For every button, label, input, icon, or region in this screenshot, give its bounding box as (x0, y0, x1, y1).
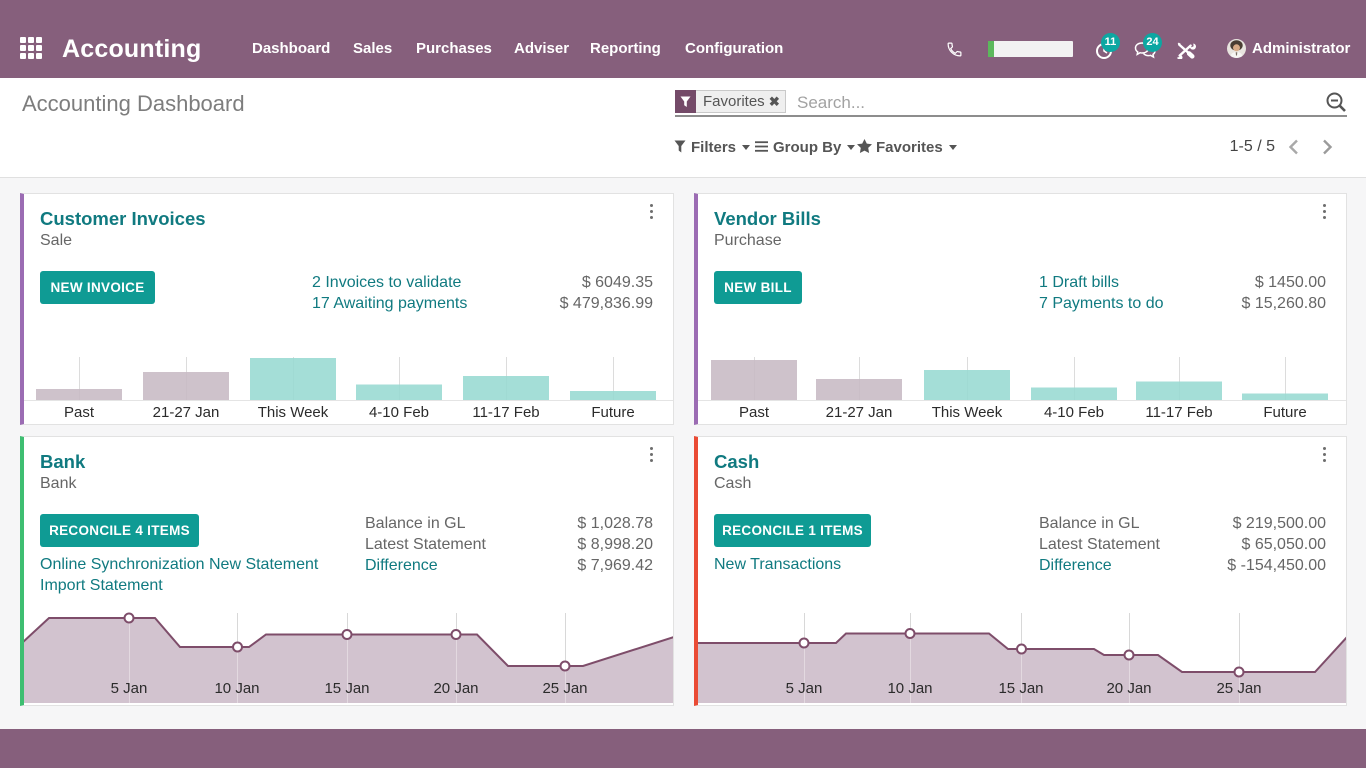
svg-text:5 Jan: 5 Jan (111, 680, 148, 697)
svg-text:5 Jan: 5 Jan (786, 680, 823, 697)
svg-text:21-27 Jan: 21-27 Jan (153, 404, 220, 421)
svg-text:10 Jan: 10 Jan (887, 680, 932, 697)
svg-text:11-17 Feb: 11-17 Feb (1145, 404, 1212, 421)
svg-text:11-17 Feb: 11-17 Feb (472, 404, 539, 421)
svg-text:Future: Future (1263, 404, 1306, 421)
svg-text:This Week: This Week (932, 404, 1003, 421)
svg-text:20 Jan: 20 Jan (433, 680, 478, 697)
svg-text:4-10 Feb: 4-10 Feb (369, 404, 429, 421)
svg-text:Past: Past (64, 404, 95, 421)
svg-text:10 Jan: 10 Jan (214, 680, 259, 697)
svg-text:Future: Future (591, 404, 634, 421)
svg-text:25 Jan: 25 Jan (542, 680, 587, 697)
svg-text:Past: Past (739, 404, 770, 421)
svg-text:15 Jan: 15 Jan (998, 680, 1043, 697)
svg-text:4-10 Feb: 4-10 Feb (1044, 404, 1104, 421)
svg-text:21-27 Jan: 21-27 Jan (826, 404, 893, 421)
svg-text:This Week: This Week (258, 404, 329, 421)
svg-text:15 Jan: 15 Jan (324, 680, 369, 697)
svg-text:25 Jan: 25 Jan (1216, 680, 1261, 697)
svg-text:20 Jan: 20 Jan (1106, 680, 1151, 697)
